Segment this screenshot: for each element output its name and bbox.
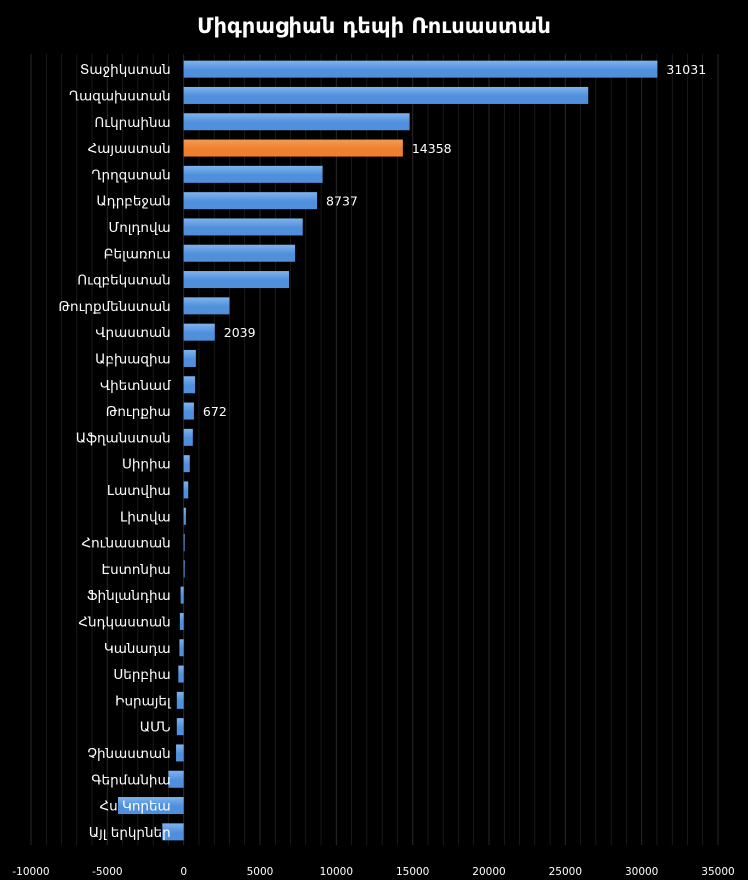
x-tick-label: 20000 bbox=[472, 866, 505, 878]
bar bbox=[183, 376, 196, 394]
bar bbox=[183, 192, 318, 210]
bar bbox=[183, 455, 190, 473]
x-axis-ticks: -10000 -5000 0 5000 10000 15000 20000 25000 3000… bbox=[12, 866, 734, 878]
category-label: Ղազախստան bbox=[69, 88, 171, 104]
bar bbox=[183, 323, 215, 341]
bar bbox=[183, 218, 303, 236]
bar bbox=[179, 639, 184, 657]
x-tick-label: 10000 bbox=[320, 866, 353, 878]
bar bbox=[118, 797, 184, 815]
category-label: Ուկրաինա bbox=[94, 115, 170, 131]
x-tick-label: 35000 bbox=[701, 866, 734, 878]
category-label: Սիրիա bbox=[122, 457, 171, 473]
category-label: Լիտվա bbox=[120, 509, 171, 525]
x-tick-label: 0 bbox=[180, 866, 187, 878]
bars bbox=[118, 60, 658, 841]
data-label: 14358 bbox=[412, 141, 452, 156]
data-label: 8737 bbox=[326, 194, 358, 209]
category-label: Թուրքմենստան bbox=[58, 299, 170, 315]
bar bbox=[183, 60, 658, 78]
bar bbox=[178, 665, 184, 683]
category-label: Հայաստան bbox=[88, 141, 171, 157]
bar bbox=[168, 770, 184, 788]
grid-lines bbox=[30, 54, 719, 845]
category-label: Ուզբեկստան bbox=[77, 273, 170, 289]
bar bbox=[183, 139, 403, 157]
category-label: Այլ երկրներ bbox=[89, 825, 171, 841]
category-label: Սերբիա bbox=[113, 667, 170, 683]
bar bbox=[183, 165, 323, 183]
bar bbox=[176, 718, 184, 736]
category-label: Գերմանիա bbox=[91, 772, 170, 788]
x-tick-label: 5000 bbox=[247, 866, 274, 878]
data-label: 2039 bbox=[224, 325, 256, 340]
bar bbox=[183, 244, 296, 262]
category-label: Հս Կորեա bbox=[99, 799, 170, 815]
category-label: ԱՄՆ bbox=[140, 720, 171, 736]
bar bbox=[183, 271, 290, 289]
x-tick-label: -5000 bbox=[92, 866, 123, 878]
x-tick-label: 30000 bbox=[625, 866, 658, 878]
category-label: Բելառուս bbox=[104, 246, 171, 262]
category-label: Ղրղզստան bbox=[91, 167, 170, 183]
bar bbox=[183, 402, 194, 420]
category-label: Հունաստան bbox=[81, 536, 170, 552]
category-label: Մոլդովա bbox=[109, 220, 171, 236]
bar bbox=[183, 349, 196, 367]
bar bbox=[183, 560, 185, 578]
category-label: Վրաստան bbox=[95, 325, 170, 341]
chart-title: Միգրացիան դեպի Ռուսաստան bbox=[197, 14, 551, 38]
bar bbox=[176, 744, 184, 762]
category-label: Կանադա bbox=[104, 641, 171, 657]
bar bbox=[183, 297, 230, 315]
bar bbox=[183, 113, 410, 131]
category-label: Վիետնամ bbox=[100, 378, 171, 394]
category-label: Աբխազիա bbox=[95, 351, 171, 367]
bar bbox=[183, 481, 189, 499]
x-tick-label: 15000 bbox=[396, 866, 429, 878]
bar bbox=[183, 507, 186, 525]
category-label: Ֆինլանդիա bbox=[87, 588, 171, 604]
bar bbox=[176, 691, 184, 709]
category-labels: Տաջիկստան Ղազախստան Ուկրաինա Հայաստան Ղրղզստ… bbox=[58, 62, 172, 841]
data-label: 31031 bbox=[666, 62, 706, 77]
category-label: Աֆղանստան bbox=[76, 430, 171, 446]
bar bbox=[180, 586, 184, 604]
x-tick-label: -10000 bbox=[12, 866, 49, 878]
data-label: 672 bbox=[203, 404, 227, 419]
bar bbox=[183, 534, 185, 552]
category-label: Տաջիկստան bbox=[80, 62, 171, 78]
bar bbox=[162, 823, 184, 841]
category-label: Թուրքիա bbox=[106, 404, 171, 420]
bar bbox=[183, 428, 193, 446]
category-label: Լատվիա bbox=[107, 483, 171, 499]
bar bbox=[179, 612, 184, 630]
category-label: Էստոնիա bbox=[101, 562, 170, 578]
category-label: Իսրայել bbox=[115, 693, 172, 709]
bar bbox=[183, 86, 589, 104]
category-label: Չինաստան bbox=[87, 746, 170, 762]
category-label: Հնդկաստան bbox=[78, 614, 170, 630]
data-labels: 31031 14358 8737 2039 672 bbox=[203, 62, 706, 419]
x-tick-label: 25000 bbox=[549, 866, 582, 878]
category-label: Ադրբեջան bbox=[96, 194, 170, 210]
